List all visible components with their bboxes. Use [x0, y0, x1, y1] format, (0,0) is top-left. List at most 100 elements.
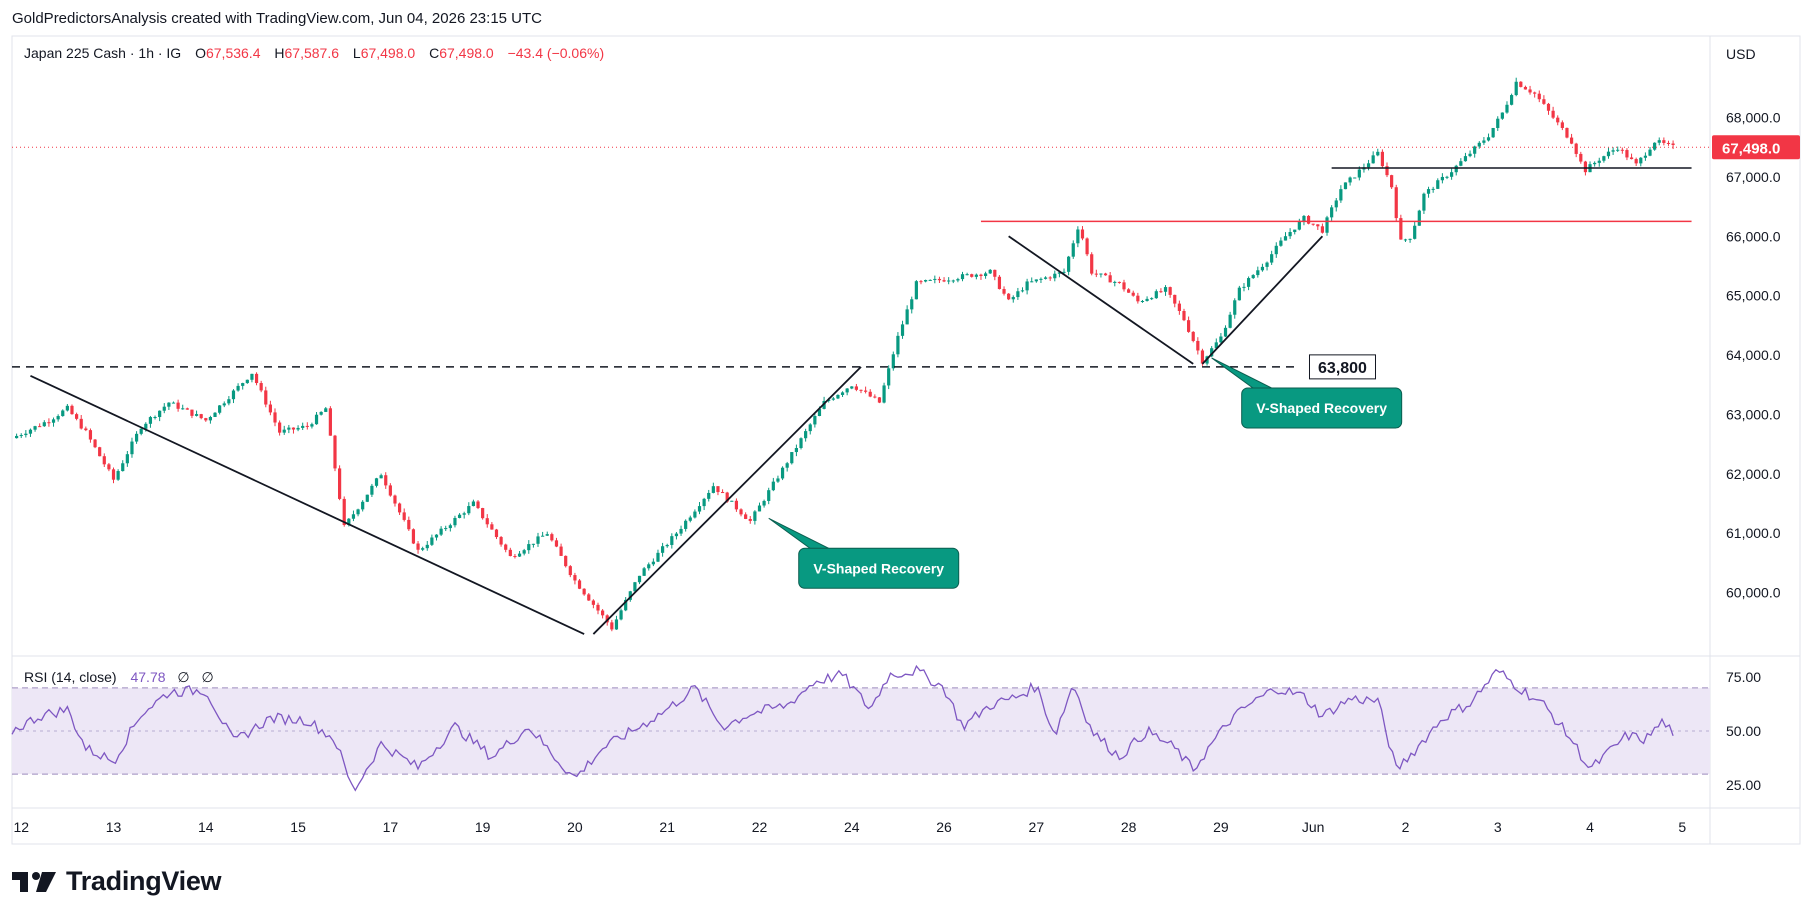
- candle-body: [541, 535, 545, 537]
- candle: [1330, 205, 1334, 221]
- candle: [767, 487, 771, 505]
- candle-body: [1551, 110, 1555, 118]
- candle: [716, 486, 720, 496]
- candle-body: [684, 520, 688, 529]
- candle: [121, 460, 125, 472]
- candle: [979, 273, 983, 280]
- candle-body: [1643, 155, 1648, 158]
- candle: [1145, 296, 1149, 302]
- candle-body: [148, 417, 153, 424]
- candle-body: [1002, 289, 1006, 294]
- candle-body: [1011, 297, 1015, 300]
- candle-body: [1385, 166, 1389, 176]
- candle-body: [1583, 161, 1588, 173]
- candle: [236, 383, 240, 392]
- candle-body: [1103, 273, 1108, 276]
- candle-body: [1343, 182, 1348, 190]
- candle: [1413, 221, 1417, 240]
- candle: [554, 537, 559, 548]
- candle: [711, 482, 715, 494]
- candle-body: [776, 478, 780, 482]
- candle: [896, 332, 900, 358]
- candle-body: [1454, 165, 1458, 173]
- candle: [1445, 175, 1449, 180]
- candle-body: [993, 269, 997, 277]
- candle: [1090, 252, 1094, 276]
- candle: [1297, 218, 1301, 231]
- callout-box[interactable]: [1241, 387, 1403, 429]
- candle: [1417, 209, 1421, 226]
- rsi-tick-label: 75.00: [1726, 669, 1761, 685]
- candle-body: [153, 417, 157, 419]
- candle-body: [231, 390, 236, 400]
- price-axis[interactable]: 68,000.0 67,000.0 66,000.0 65,000.0 64,000.0…: [1726, 110, 1781, 601]
- candle-body: [1514, 81, 1518, 96]
- candle-body: [730, 500, 734, 502]
- candle: [1177, 300, 1181, 315]
- candle-body: [1463, 156, 1468, 162]
- candle: [619, 608, 623, 621]
- candle-body: [711, 486, 715, 493]
- candle-body: [905, 309, 909, 325]
- candle-body: [877, 397, 882, 403]
- time-axis[interactable]: 12 13 14 15 17 19 20 21 22 24 26 27 28 29 Jun 2 3 4 5: [13, 819, 1686, 835]
- candle: [559, 543, 563, 556]
- candle: [1380, 149, 1384, 169]
- candle-body: [457, 514, 462, 518]
- candle-body: [1602, 156, 1606, 161]
- candle: [1371, 151, 1375, 164]
- change-value: −43.4 (−0.06%): [508, 45, 605, 61]
- candle-body: [1057, 272, 1062, 274]
- candle-body: [1168, 287, 1172, 295]
- candle-body: [1620, 149, 1624, 151]
- candle-body: [1090, 254, 1094, 274]
- candle-body: [333, 435, 337, 469]
- candle-body: [1154, 291, 1158, 299]
- candle: [250, 373, 254, 383]
- candle-body: [1450, 172, 1454, 177]
- price-tick-label: 60,000.0: [1726, 585, 1781, 601]
- brand[interactable]: TradingView: [12, 866, 222, 897]
- candle-body: [1145, 298, 1149, 302]
- candle: [499, 536, 503, 547]
- candle-body: [471, 501, 476, 507]
- candle: [1551, 106, 1555, 120]
- candle: [1283, 232, 1288, 241]
- candle-body: [70, 405, 74, 415]
- candle: [684, 519, 688, 532]
- candle-body: [74, 414, 79, 419]
- candle-body: [1034, 279, 1038, 282]
- time-tick-label: 2: [1402, 819, 1410, 835]
- candle-body: [1062, 271, 1066, 273]
- candle-body: [591, 600, 595, 605]
- callout-box[interactable]: [798, 547, 960, 589]
- currency-label[interactable]: USD: [1726, 46, 1756, 62]
- candle-body: [1523, 86, 1528, 90]
- candle: [28, 428, 33, 437]
- rsi-axis[interactable]: 75.00 50.00 25.00: [1726, 669, 1761, 793]
- candle-body: [1422, 193, 1426, 211]
- candle: [1265, 261, 1269, 271]
- symbol-legend[interactable]: Japan 225 Cash · 1h · IG O67,536.4 H67,5…: [24, 45, 604, 61]
- candle: [1334, 198, 1338, 212]
- candle-body: [970, 274, 974, 277]
- candle-body: [397, 503, 402, 513]
- candle: [637, 575, 642, 585]
- rsi-legend[interactable]: RSI (14, close) 47.78 ∅ ∅: [24, 669, 214, 685]
- candle-body: [181, 408, 185, 410]
- candle: [651, 558, 655, 567]
- candle: [74, 412, 79, 421]
- candle-body: [651, 561, 655, 565]
- candle-body: [914, 281, 918, 300]
- candle-body: [102, 456, 106, 465]
- candle-body: [227, 399, 231, 404]
- candle-body: [1413, 225, 1417, 239]
- candle-body: [1468, 153, 1472, 157]
- candle: [1173, 294, 1177, 308]
- candle-body: [1380, 151, 1384, 167]
- candle-body: [997, 276, 1002, 290]
- candle: [194, 410, 199, 417]
- candle: [485, 514, 489, 528]
- candle-body: [1274, 245, 1278, 255]
